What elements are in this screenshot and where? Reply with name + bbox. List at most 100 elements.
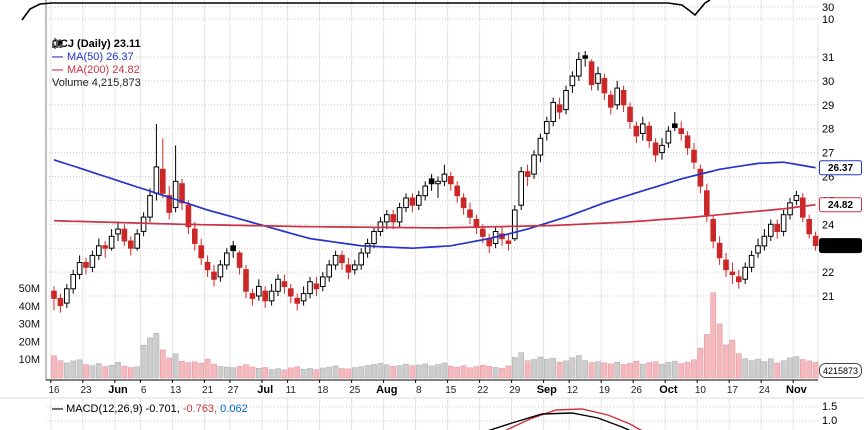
price-tag-ma50: 26.37	[819, 160, 862, 176]
candle-body	[192, 228, 198, 244]
x-axis-day-label: 12	[567, 385, 579, 396]
ma200-line	[53, 203, 816, 229]
x-axis-month-label: Nov	[786, 384, 808, 396]
volume-bar	[486, 366, 493, 379]
volume-bar	[537, 356, 544, 379]
candle	[563, 85, 569, 115]
candle	[102, 241, 109, 258]
volume-bar	[223, 366, 230, 379]
candle-body	[384, 214, 390, 223]
candlestick-icon	[52, 38, 63, 49]
volume-bar	[153, 333, 160, 379]
x-axis-day-label: 25	[349, 385, 361, 396]
candle-body	[217, 264, 224, 278]
volume-bar	[678, 363, 685, 379]
price-axis-label: 21	[822, 291, 834, 303]
x-axis-month-label: Oct	[659, 384, 678, 396]
volume-bar	[383, 364, 390, 379]
candle	[531, 150, 537, 179]
candle-body	[428, 178, 435, 185]
candle	[307, 276, 313, 299]
volume-bar	[134, 366, 141, 379]
volume-bar	[742, 358, 749, 379]
candle	[153, 123, 160, 201]
x-axis-day-label: 22	[477, 385, 489, 396]
candle-body	[614, 87, 621, 106]
x-axis-day-label: 10	[695, 385, 707, 396]
candle	[748, 250, 755, 273]
candle-body	[243, 269, 249, 292]
volume-bar	[179, 361, 185, 379]
x-axis-day-label: 23	[80, 385, 92, 396]
volume-bar	[518, 352, 525, 379]
candle-body	[531, 154, 537, 175]
volume-bar	[204, 358, 211, 379]
x-axis-day-label: 18	[317, 385, 329, 396]
candle	[755, 238, 761, 258]
volume-bar	[230, 367, 237, 379]
candle	[288, 284, 294, 304]
candle	[262, 286, 268, 308]
candle-body	[262, 290, 268, 302]
candle-body	[364, 242, 371, 254]
candle	[108, 229, 115, 251]
candle-body	[224, 252, 230, 266]
candle	[460, 193, 467, 215]
candle-body	[678, 128, 685, 134]
candle	[729, 262, 736, 284]
candle-body	[524, 171, 531, 177]
volume-bar	[281, 369, 288, 379]
macd-value-2: -0.763,	[182, 403, 218, 415]
volume-bar	[467, 367, 473, 379]
volume-bar	[563, 360, 569, 379]
x-axis-day-label: 24	[759, 385, 771, 396]
volume-bar	[57, 360, 64, 379]
candle	[211, 264, 217, 287]
candle	[576, 52, 582, 81]
candle-body	[608, 94, 614, 108]
volume-bar	[575, 355, 582, 379]
candle	[83, 257, 89, 275]
candle-body	[140, 216, 147, 232]
candle-body	[396, 207, 403, 223]
candle	[646, 121, 653, 148]
candle-body	[371, 231, 377, 244]
volume-bar	[51, 355, 57, 379]
volume-axis-label: 30M	[19, 319, 40, 331]
axes	[45, 0, 819, 383]
candle-body	[390, 214, 396, 223]
volume-bar	[166, 357, 173, 379]
candle	[793, 190, 800, 206]
volume-bar	[70, 360, 77, 379]
candle-body	[51, 290, 57, 299]
ma50-line-icon: —	[52, 51, 63, 63]
price-axis-label: 24	[822, 219, 834, 231]
candle	[358, 248, 364, 270]
candle	[761, 229, 768, 251]
candle-body	[569, 75, 576, 87]
candle-body	[185, 204, 192, 228]
candle-body	[198, 245, 204, 259]
price-tag-box	[819, 197, 862, 213]
candle	[57, 293, 64, 313]
volume-bar	[607, 363, 614, 379]
volume-bar	[95, 363, 102, 379]
volume-bar	[806, 360, 813, 379]
volume-bar	[243, 364, 249, 379]
candle-body	[684, 135, 691, 149]
candle-body	[697, 168, 704, 187]
volume-bar	[364, 365, 371, 379]
candle-body	[153, 166, 160, 194]
volume-bar	[735, 353, 742, 379]
volume-bar	[767, 358, 774, 379]
candle	[192, 221, 198, 251]
macd-panel: 1.51.0	[488, 401, 837, 430]
volume-bar	[582, 360, 589, 379]
candle-body	[467, 209, 473, 218]
candle	[665, 126, 672, 148]
candle	[588, 59, 595, 91]
candle-body	[755, 245, 761, 254]
candle-body	[576, 58, 582, 77]
